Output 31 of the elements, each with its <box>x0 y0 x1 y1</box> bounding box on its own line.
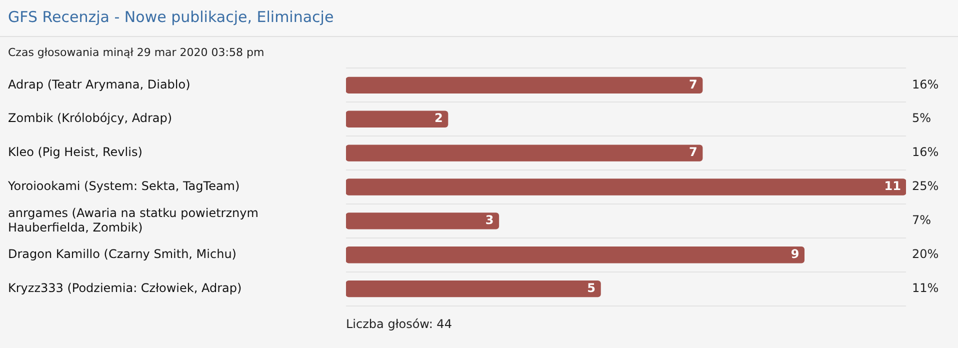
data-label: 7 <box>689 145 698 160</box>
y-tick-label: anrgames (Awaria na statku powietrznym Hauberfielda, Zombik) <box>8 206 258 234</box>
bar <box>346 178 906 196</box>
data-label: 9 <box>790 247 800 262</box>
text: Liczba głosów: 44 <box>346 317 453 331</box>
y-tick-label: Zombik (Królobójcy, Adrap) <box>8 111 172 126</box>
data-label: 5 <box>587 280 596 295</box>
data-label: 2 <box>434 111 443 126</box>
bar <box>346 246 805 264</box>
text: 25% <box>912 179 939 194</box>
y-tick-label: Yoroiookami (System: Sekta, TagTeam) <box>7 179 240 194</box>
bar <box>346 212 500 230</box>
text: GFS Recenzja - Nowe publikacje, Eliminacje <box>0 0 958 37</box>
bar <box>346 280 601 298</box>
y-tick-label: Kryzz333 (Podziemia: Człowiek, Adrap) <box>8 280 242 295</box>
text: 20% <box>912 247 939 262</box>
data-label: 3 <box>485 213 494 228</box>
y-tick-label: Dragon Kamillo (Czarny Smith, Michu) <box>8 247 236 262</box>
text: Czas głosowania minął 29 mar 2020 03:58 pm <box>7 45 266 61</box>
bar <box>346 110 448 128</box>
bar <box>346 76 703 94</box>
text: 11% <box>912 280 939 295</box>
y-tick-label: Adrap (Teatr Arymana, Diablo) <box>8 77 190 92</box>
text: 16% <box>912 145 939 160</box>
text: 7% <box>912 213 932 228</box>
text: 16% <box>912 77 939 92</box>
data-label: 7 <box>689 77 698 92</box>
data-label: 11 <box>884 179 901 194</box>
bar <box>346 144 703 162</box>
y-tick-label: Kleo (Pig Heist, Revlis) <box>8 145 142 160</box>
text: 5% <box>912 111 932 126</box>
